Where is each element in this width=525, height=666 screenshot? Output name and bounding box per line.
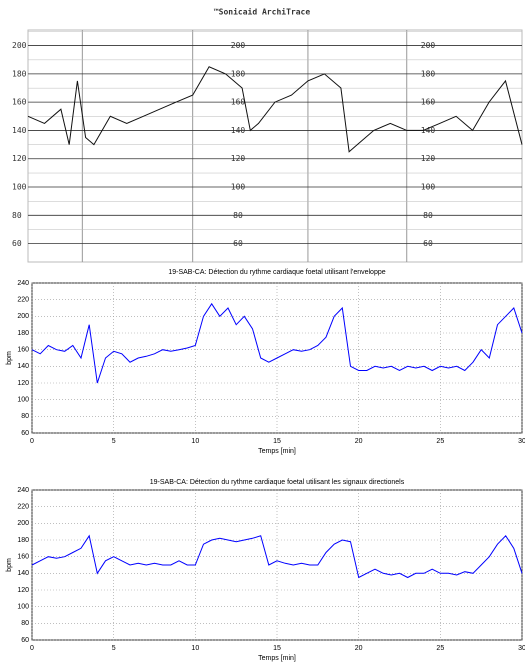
x-tick-label: 15 <box>273 645 281 652</box>
y-tick-label-inline: 100 <box>231 183 246 192</box>
x-tick-label: 20 <box>355 438 363 445</box>
x-tick-label: 0 <box>30 645 34 652</box>
x-tick-label: 20 <box>355 645 363 652</box>
chart: 19-SAB-CA: Détection du rythme cardiaque… <box>6 269 525 455</box>
y-tick-label: 240 <box>17 280 29 287</box>
y-tick-label: 80 <box>12 211 22 220</box>
y-tick-label: 160 <box>17 554 29 561</box>
y-tick-label-inline: 140 <box>421 126 436 135</box>
y-tick-label: 200 <box>17 313 29 320</box>
y-tick-label: 60 <box>21 430 29 437</box>
series-line <box>27 66 523 153</box>
y-tick-label: 60 <box>12 239 22 248</box>
y-tick-label: 80 <box>21 413 29 420</box>
y-tick-label-inline: 140 <box>231 126 246 135</box>
x-tick-label: 15 <box>273 438 281 445</box>
y-tick-label: 140 <box>17 363 29 370</box>
chart-title: 19-SAB-CA: Détection du rythme cardiaque… <box>168 269 385 276</box>
x-tick-label: 25 <box>436 438 444 445</box>
y-tick-label: 140 <box>12 126 27 135</box>
y-tick-label-inline: 180 <box>231 69 246 78</box>
y-tick-label: 180 <box>17 537 29 544</box>
y-tick-label: 200 <box>17 520 29 527</box>
y-tick-label: 180 <box>17 330 29 337</box>
y-tick-label: 100 <box>12 183 27 192</box>
x-tick-label: 0 <box>30 438 34 445</box>
y-tick-label-inline: 120 <box>421 154 436 163</box>
y-tick-label: 160 <box>17 347 29 354</box>
chart-title: 19-SAB-CA: Détection du rythme cardiaque… <box>150 479 405 486</box>
y-tick-label-inline: 80 <box>233 211 243 220</box>
x-tick-label: 30 <box>518 645 525 652</box>
x-tick-label: 10 <box>191 645 199 652</box>
y-tick-label: 100 <box>17 397 29 404</box>
y-tick-label-inline: 200 <box>231 41 246 50</box>
y-tick-label-inline: 160 <box>421 98 436 107</box>
y-tick-label: 120 <box>17 380 29 387</box>
y-tick-label-inline: 180 <box>421 69 436 78</box>
y-tick-label-inline: 120 <box>231 154 246 163</box>
y-tick-label-inline: 200 <box>421 41 436 50</box>
y-tick-label-inline: 100 <box>421 183 436 192</box>
series-line <box>31 302 523 384</box>
series-line <box>31 534 523 579</box>
y-tick-label-inline: 160 <box>231 98 246 107</box>
y-tick-label: 60 <box>21 637 29 644</box>
chart-title: ™Sonicaid ArchiTrace <box>213 7 311 17</box>
y-tick-label-inline: 60 <box>233 239 243 248</box>
frame <box>27 29 523 263</box>
y-tick-label: 200 <box>12 41 27 50</box>
y-tick-label: 160 <box>12 98 27 107</box>
y-tick-label: 220 <box>17 504 29 511</box>
y-tick-label: 220 <box>17 297 29 304</box>
y-tick-label: 180 <box>12 69 27 78</box>
y-axis-label: bpm <box>6 351 13 365</box>
y-tick-label: 120 <box>17 587 29 594</box>
y-tick-label: 80 <box>21 620 29 627</box>
chart: ™Sonicaid ArchiTrace 60 60 60 80 80 80 100 100 10… <box>12 7 523 263</box>
chart: 19-SAB-CA: Détection du rythme cardiaque… <box>6 479 525 662</box>
x-tick-label: 25 <box>436 645 444 652</box>
x-tick-label: 30 <box>518 438 525 445</box>
x-tick-label: 5 <box>112 645 116 652</box>
y-tick-label: 120 <box>12 154 27 163</box>
y-tick-label: 140 <box>17 570 29 577</box>
y-tick-label-inline: 60 <box>423 239 433 248</box>
y-tick-label: 100 <box>17 604 29 611</box>
y-tick-label: 240 <box>17 487 29 494</box>
x-axis-label: Temps [min] <box>258 655 296 662</box>
y-tick-label-inline: 80 <box>423 211 433 220</box>
y-axis-label: bpm <box>6 558 13 572</box>
x-tick-label: 10 <box>191 438 199 445</box>
x-axis-label: Temps [min] <box>258 448 296 455</box>
x-tick-label: 5 <box>112 438 116 445</box>
